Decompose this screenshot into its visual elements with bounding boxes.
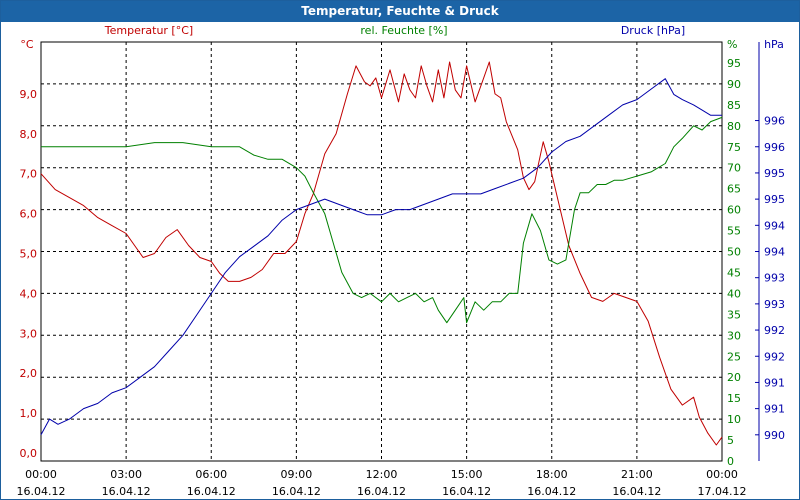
humidity-tick-label: 50 [727,246,741,259]
humidity-axis-title: rel. Feuchte [%] [360,24,447,37]
temperature-series-line [40,61,723,446]
pressure-series-line [40,78,722,436]
chart-title: Temperatur, Feuchte & Druck [1,1,799,22]
pressure-unit-label: hPa [764,38,784,51]
temperature-tick-label: 8,0 [20,128,38,141]
temperature-tick-label: 3,0 [20,327,38,340]
plot-frame [40,41,723,462]
temperature-axis-title: Temperatur [°C] [104,24,193,37]
temperature-tick-label: 1,0 [20,407,38,420]
humidity-tick-label: 30 [727,329,741,342]
x-tick-time: 15:00 [451,468,483,481]
x-tick-time: 21:00 [621,468,653,481]
humidity-tick-label: 95 [727,57,741,70]
humidity-tick-label: 55 [727,225,741,238]
humidity-tick-label: 80 [727,120,741,133]
x-tick-time: 18:00 [536,468,568,481]
temperature-tick-label: 0,0 [20,447,38,460]
pressure-tick-label: 994 [764,219,785,232]
x-tick-date: 16.04.12 [612,485,661,498]
humidity-tick-label: 35 [727,308,741,321]
humidity-tick-label: 5 [727,434,734,447]
x-tick-time: 00:00 [706,468,738,481]
humidity-tick-label: 75 [727,141,741,154]
temperature-tick-label: 5,0 [20,247,38,260]
humidity-tick-label: 90 [727,78,741,91]
chart-area: 00:00 16.04.12 03:00 16.04.12 06:00 16.04.12 0… [17,24,785,498]
temperature-tick-label: 9,0 [20,88,38,101]
humidity-tick-label: 25 [727,350,741,363]
temperature-tick-label: 2,0 [20,367,38,380]
pressure-tick-label: 991 [764,376,785,389]
humidity-series-line [41,116,723,324]
temperature-tick-label: 6,0 [20,208,38,221]
pressure-tick-label: 990 [764,429,785,442]
x-tick-time: 00:00 [25,468,57,481]
pressure-tick-label: 995 [764,167,785,180]
humidity-tick-label: 20 [727,371,741,384]
x-tick-date: 16.04.12 [17,485,66,498]
humidity-tick-label: 85 [727,99,741,112]
pressure-tick-label: 992 [764,324,785,337]
pressure-axis-title: Druck [hPa] [621,24,685,37]
x-tick-time: 09:00 [281,468,313,481]
humidity-tick-label: 40 [727,287,741,300]
pressure-tick-label: 991 [764,403,785,416]
x-tick-date: 16.04.12 [357,485,406,498]
humidity-tick-label: 60 [727,204,741,217]
pressure-tick-label: 992 [764,350,785,363]
x-tick-time: 12:00 [366,468,398,481]
temperature-tick-label: 7,0 [20,168,38,181]
pressure-tick-label: 995 [764,193,785,206]
humidity-tick-label: 70 [727,162,741,175]
temperature-unit-label: °C [20,38,34,51]
humidity-tick-label: 15 [727,392,741,405]
pressure-tick-label: 994 [764,246,785,259]
x-tick-date: 16.04.12 [272,485,321,498]
pressure-tick-label: 993 [764,272,785,285]
x-tick-date: 17.04.12 [698,485,747,498]
humidity-tick-label: 0 [727,455,734,468]
humidity-tick-label: 10 [727,413,741,426]
x-tick-time: 06:00 [195,468,227,481]
x-tick-date: 16.04.12 [442,485,491,498]
pressure-tick-label: 996 [764,141,785,154]
x-tick-time: 03:00 [110,468,142,481]
pressure-tick-label: 996 [764,115,785,128]
humidity-tick-label: 45 [727,266,741,279]
x-tick-date: 16.04.12 [102,485,151,498]
x-tick-date: 16.04.12 [187,485,236,498]
humidity-tick-label: 65 [727,183,741,196]
x-tick-date: 16.04.12 [527,485,576,498]
humidity-unit-label: % [727,38,737,51]
temperature-tick-label: 4,0 [20,287,38,300]
pressure-tick-label: 993 [764,298,785,311]
